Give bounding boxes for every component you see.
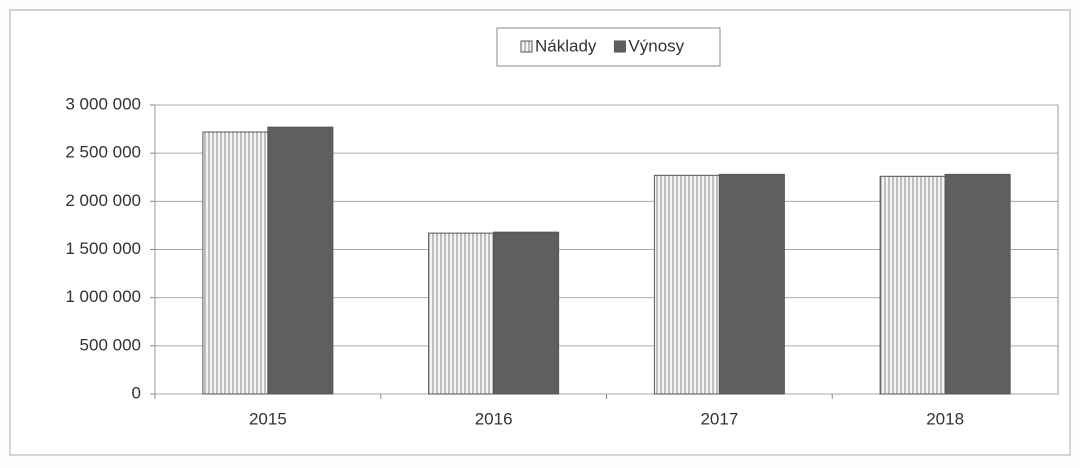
y-tick-label: 2 000 000 <box>65 191 141 210</box>
legend-label: Náklady <box>535 36 597 55</box>
y-tick-label: 500 000 <box>80 335 141 354</box>
bar <box>202 131 269 395</box>
y-tick-label: 0 <box>132 383 141 402</box>
bar <box>428 232 495 395</box>
bar <box>493 231 560 395</box>
y-tick-label: 1 000 000 <box>65 287 141 306</box>
bar <box>267 126 334 395</box>
bar <box>879 175 946 395</box>
x-tick-label: 2018 <box>926 409 964 428</box>
y-tick-label: 3 000 000 <box>65 94 141 113</box>
legend-label: Výnosy <box>628 36 684 55</box>
y-tick-label: 1 500 000 <box>65 239 141 258</box>
legend-swatch <box>520 40 533 53</box>
y-tick-label: 2 500 000 <box>65 143 141 162</box>
bar <box>718 173 785 395</box>
x-tick-label: 2017 <box>700 409 738 428</box>
x-tick-label: 2015 <box>249 409 287 428</box>
bar <box>653 174 720 395</box>
x-tick-label: 2016 <box>475 409 513 428</box>
legend-swatch <box>613 40 626 53</box>
bar <box>944 173 1011 395</box>
legend <box>496 27 721 67</box>
